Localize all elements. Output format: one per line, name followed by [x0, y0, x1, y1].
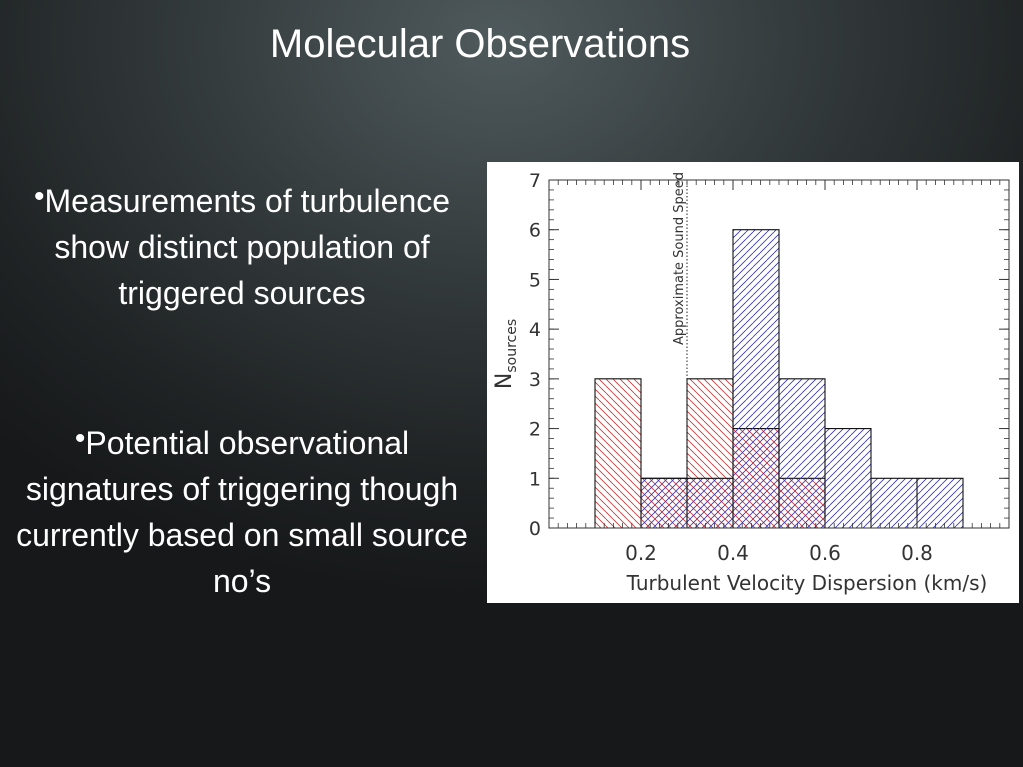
- y-axis-label: Nsources: [492, 319, 520, 389]
- y-tick-label: 4: [529, 319, 541, 341]
- x-axis-label: Turbulent Velocity Dispersion (km/s): [626, 571, 988, 595]
- x-tick-label: 0.8: [901, 541, 933, 565]
- histogram-bar: [687, 478, 733, 528]
- histogram-chart: Approximate Sound Speed 0 1 2 3 4 5 6 7 0.2 0.4 0.…: [487, 162, 1019, 603]
- histogram-bar: [595, 378, 641, 528]
- histogram-bar: [917, 478, 963, 528]
- y-tick-label: 5: [529, 269, 541, 291]
- bullet-dot-icon: •: [33, 180, 45, 213]
- x-tick-label: 0.6: [809, 541, 841, 565]
- histogram-bar: [779, 378, 825, 528]
- y-tick-label: 1: [529, 468, 541, 490]
- y-tick-label: 0: [529, 518, 541, 540]
- bullet-text: Measurements of turbulence show distinct…: [44, 183, 451, 311]
- bullet-item: •Potential observational signatures of t…: [14, 416, 470, 604]
- bullet-text: Potential observational signatures of tr…: [16, 425, 468, 599]
- histogram-outline: [640, 229, 964, 529]
- x-tick-label: 0.4: [717, 541, 749, 565]
- y-tick-label: 7: [529, 170, 541, 192]
- histogram-bar: [641, 478, 687, 528]
- histogram-bar: [733, 229, 779, 528]
- bullet-dot-icon: •: [74, 422, 86, 455]
- bullet-item: •Measurements of turbulence show distinc…: [14, 174, 470, 316]
- bullet-list: •Measurements of turbulence show distinc…: [14, 174, 470, 604]
- x-tick-label: 0.2: [625, 541, 657, 565]
- histogram-bar: [871, 478, 917, 528]
- y-tick-label: 6: [529, 220, 541, 242]
- slide-title: Molecular Observations: [269, 22, 691, 66]
- y-tick-label: 2: [529, 419, 541, 441]
- histogram-bar: [825, 428, 871, 528]
- y-tick-label: 3: [529, 369, 541, 391]
- sound-speed-label: Approximate Sound Speed: [672, 172, 687, 345]
- chart-svg: Approximate Sound Speed 0 1 2 3 4 5 6 7 0.2 0.4 0.…: [492, 170, 1010, 595]
